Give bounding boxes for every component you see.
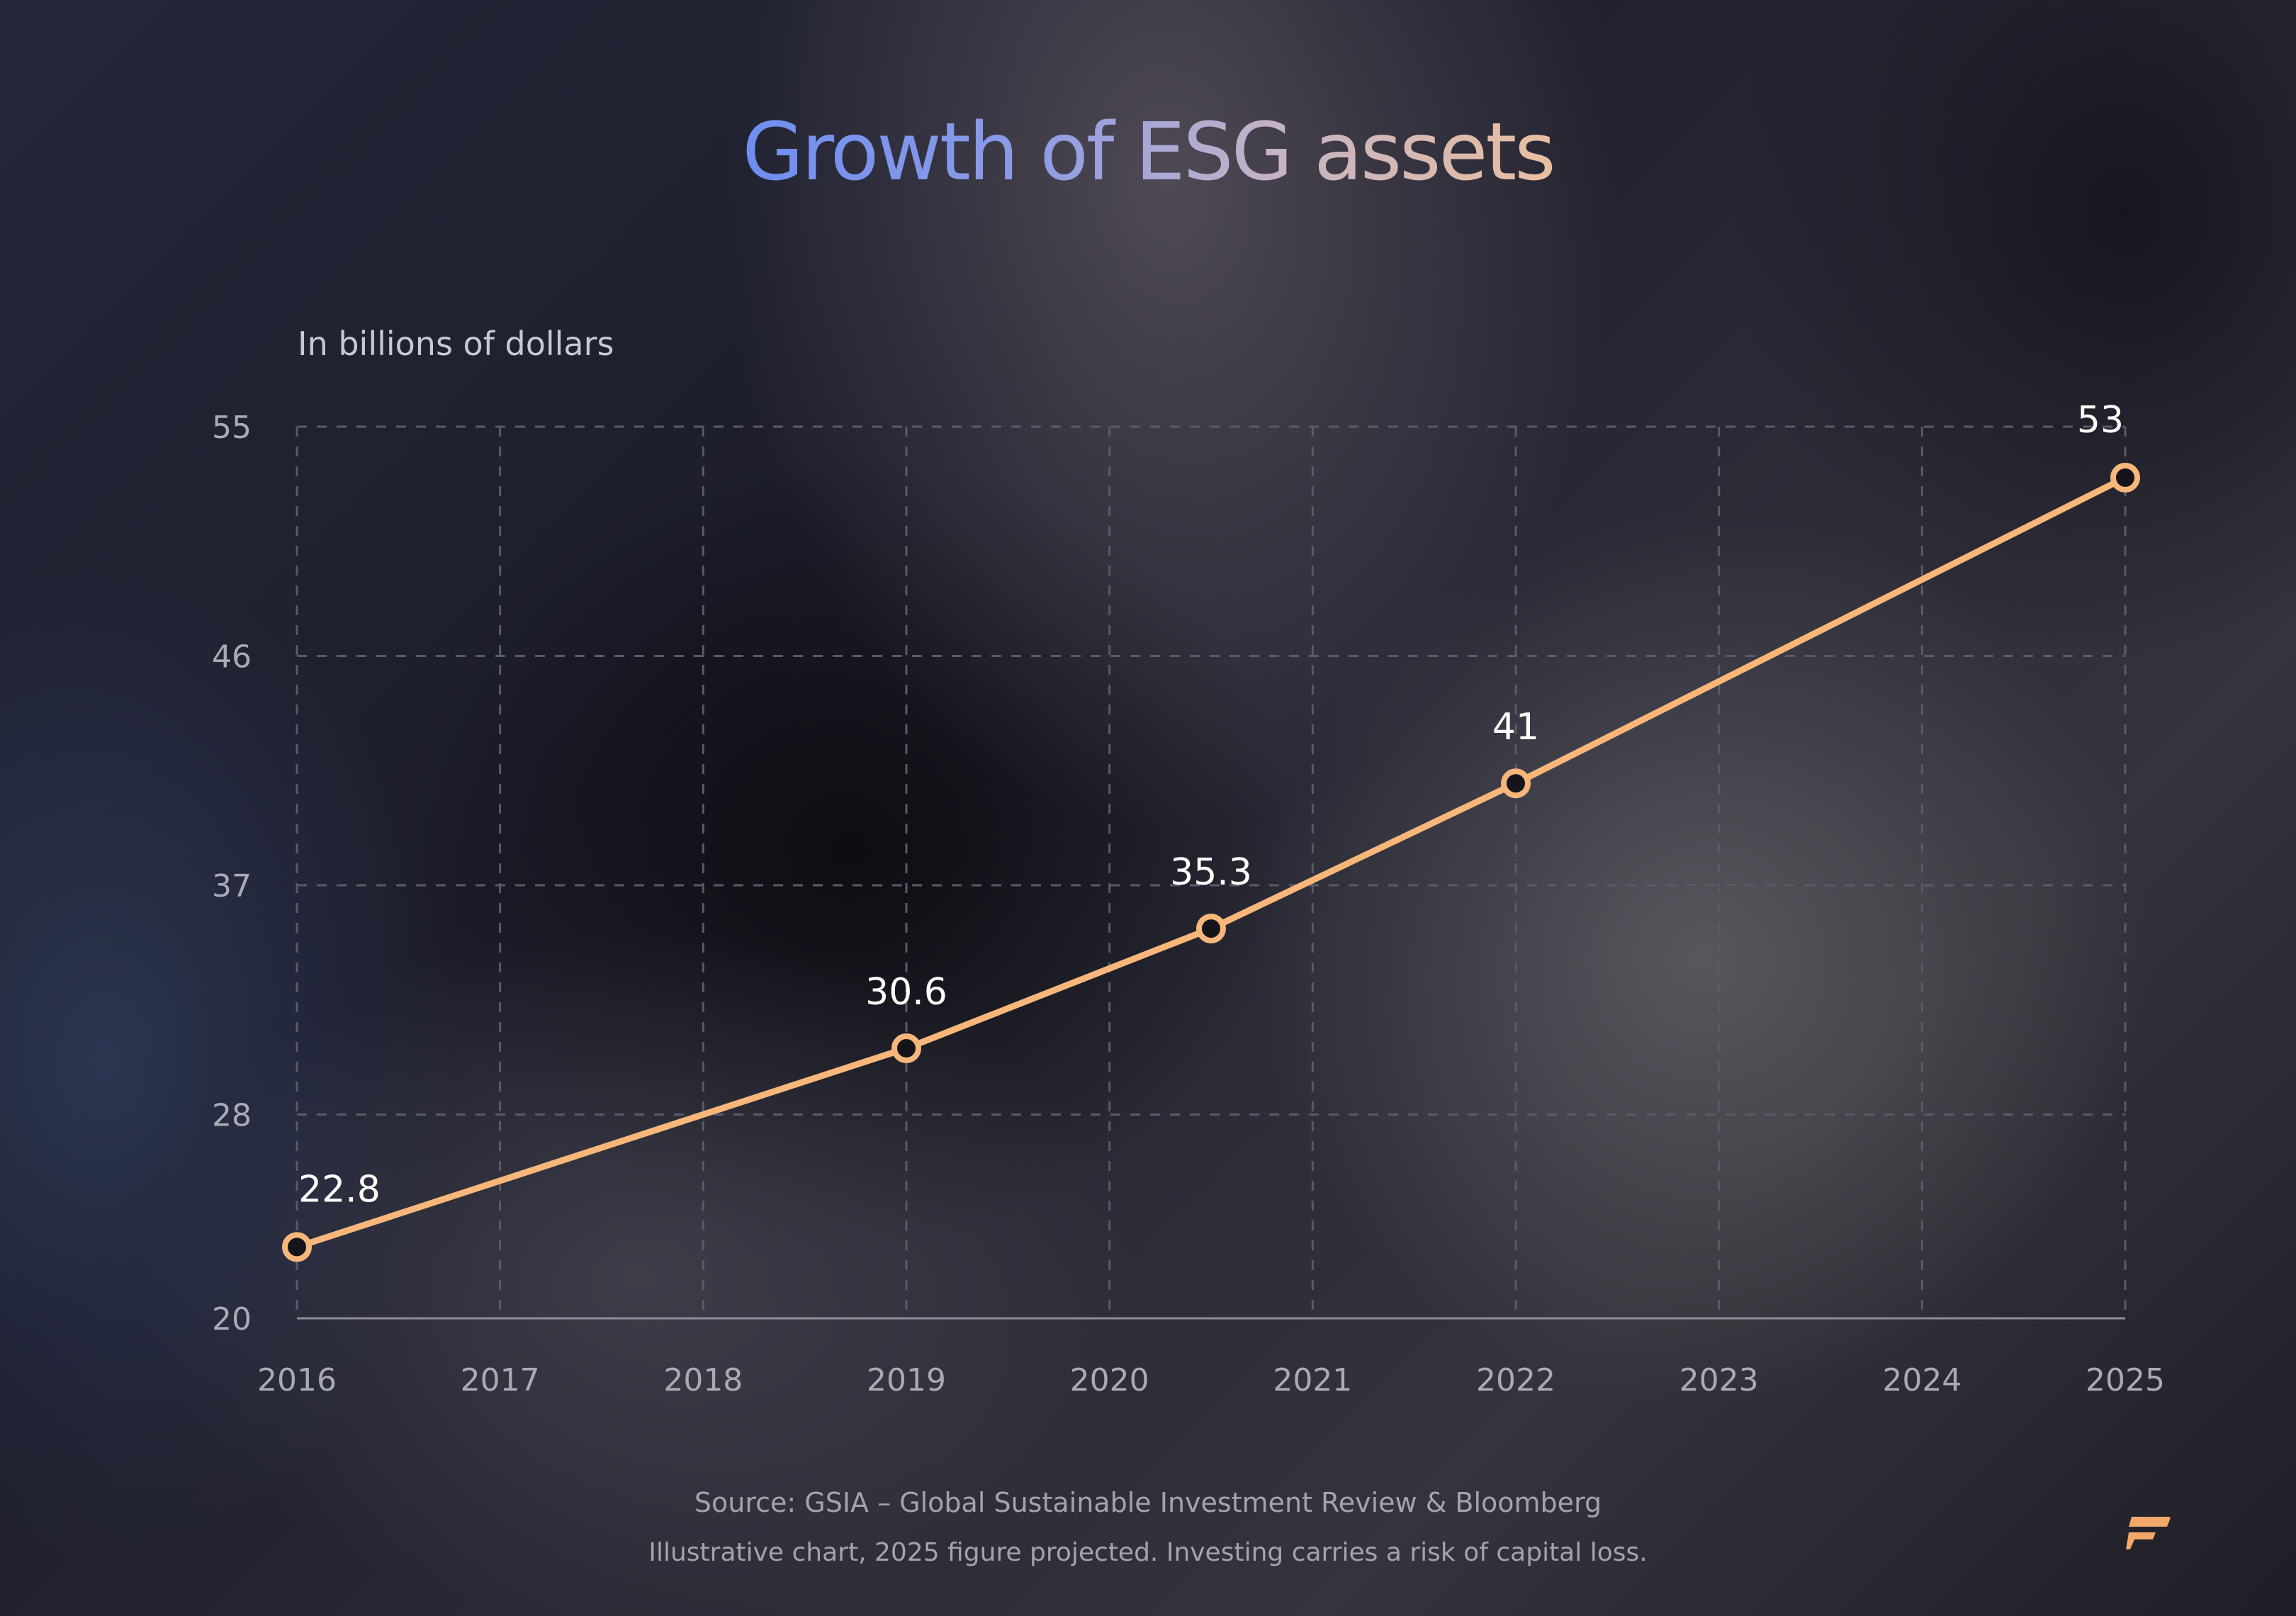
data-label: 41 xyxy=(1492,706,1539,748)
data-point-marker xyxy=(1196,914,1226,944)
y-tick-label: 46 xyxy=(212,639,252,675)
y-tick-label: 28 xyxy=(212,1097,252,1133)
x-tick-labels: 2016 2017 2018 2019 2020 2021 2022 2023 2024 2025 xyxy=(257,1362,2165,1398)
x-tick-label: 2025 xyxy=(2086,1362,2165,1398)
x-tick-label: 2022 xyxy=(1476,1362,1555,1398)
data-label: 35.3 xyxy=(1170,851,1252,894)
grid-lines xyxy=(296,425,2127,1318)
source-note: Source: GSIA – Global Sustainable Invest… xyxy=(694,1487,1602,1518)
x-tick-label: 2023 xyxy=(1679,1362,1759,1398)
x-tick-label: 2018 xyxy=(663,1362,743,1398)
brand-logo-icon xyxy=(2126,1517,2171,1549)
y-tick-label: 20 xyxy=(212,1301,252,1337)
y-axis-label: In billions of dollars xyxy=(298,325,614,363)
data-label: 53 xyxy=(2077,399,2124,442)
x-tick-label: 2021 xyxy=(1273,1362,1352,1398)
data-labels: 22.8 30.6 35.3 41 53 xyxy=(298,399,2124,1211)
x-tick-label: 2017 xyxy=(461,1362,540,1398)
x-tick-label: 2016 xyxy=(257,1362,337,1398)
data-point-marker xyxy=(2110,462,2140,493)
data-markers xyxy=(282,462,2140,1262)
x-tick-label: 2019 xyxy=(867,1362,946,1398)
x-tick-label: 2024 xyxy=(1882,1362,1962,1398)
y-tick-label: 55 xyxy=(212,410,252,446)
data-point-marker xyxy=(891,1033,921,1064)
x-tick-label: 2020 xyxy=(1070,1362,1149,1398)
disclaimer-note: Illustrative chart, 2025 figure projecte… xyxy=(648,1538,1648,1567)
data-point-marker xyxy=(1501,768,1531,799)
data-label: 30.6 xyxy=(865,971,947,1014)
data-point-marker xyxy=(282,1232,312,1262)
y-tick-label: 37 xyxy=(212,868,252,904)
chart-title: Growth of ESG assets xyxy=(742,106,1555,198)
data-label: 22.8 xyxy=(298,1168,381,1211)
y-tick-labels: 20 28 37 46 55 xyxy=(212,410,252,1337)
